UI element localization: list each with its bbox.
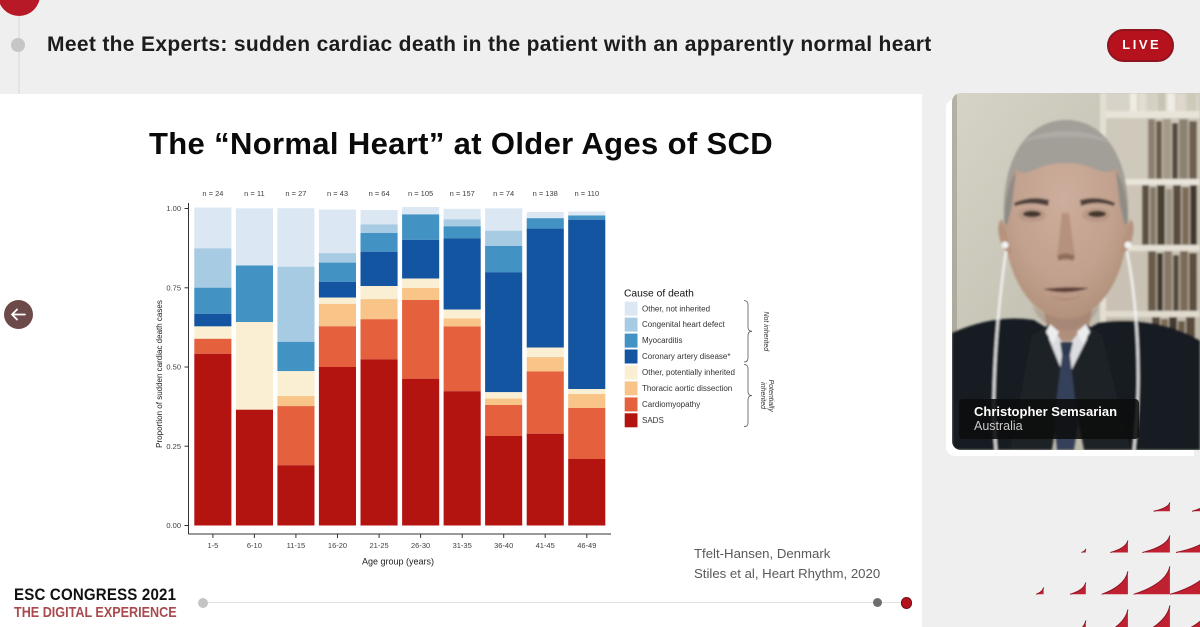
svg-text:n = 110: n = 110 [574, 189, 599, 198]
svg-text:0.00: 0.00 [166, 521, 181, 530]
svg-text:SADS: SADS [642, 416, 664, 425]
svg-text:n = 157: n = 157 [450, 189, 475, 198]
svg-text:0.50: 0.50 [166, 363, 181, 372]
svg-text:Congenital heart defect: Congenital heart defect [642, 320, 726, 329]
svg-text:Myocarditis: Myocarditis [642, 336, 682, 345]
svg-text:n = 43: n = 43 [327, 189, 348, 198]
svg-text:Not inherited: Not inherited [762, 311, 769, 352]
svg-text:0.75: 0.75 [166, 283, 181, 292]
svg-text:n = 27: n = 27 [285, 189, 306, 198]
svg-text:Other, not inherited: Other, not inherited [642, 304, 710, 313]
svg-text:31-35: 31-35 [453, 541, 472, 550]
svg-text:Potentially: Potentially [767, 379, 774, 412]
svg-text:Cardiomyopathy: Cardiomyopathy [642, 400, 700, 409]
svg-text:1-5: 1-5 [207, 541, 218, 550]
svg-text:0.25: 0.25 [166, 442, 181, 451]
svg-text:n = 74: n = 74 [493, 189, 514, 198]
svg-text:11-15: 11-15 [287, 541, 306, 550]
svg-text:36-40: 36-40 [494, 541, 513, 550]
svg-text:Other, potentially inherited: Other, potentially inherited [642, 368, 735, 377]
svg-text:n = 11: n = 11 [244, 189, 265, 198]
svg-text:26-30: 26-30 [411, 541, 430, 550]
svg-text:n = 138: n = 138 [533, 189, 558, 198]
svg-text:Age group (years): Age group (years) [362, 557, 434, 567]
svg-text:21-25: 21-25 [370, 541, 389, 550]
svg-text:46-49: 46-49 [577, 541, 596, 550]
svg-text:16-20: 16-20 [328, 541, 347, 550]
svg-text:Coronary artery disease*: Coronary artery disease* [642, 352, 730, 361]
svg-text:n = 24: n = 24 [202, 189, 223, 198]
svg-text:41-45: 41-45 [536, 541, 555, 550]
svg-text:Thoracic aortic dissection: Thoracic aortic dissection [642, 384, 732, 393]
svg-text:n = 105: n = 105 [408, 189, 433, 198]
svg-text:6-10: 6-10 [247, 541, 262, 550]
svg-text:Cause of death: Cause of death [624, 289, 694, 300]
svg-text:1.00: 1.00 [166, 204, 181, 213]
svg-text:Proportion of sudden cardiac d: Proportion of sudden cardiac death cases [155, 300, 164, 448]
svg-text:n = 64: n = 64 [369, 189, 390, 198]
svg-text:inherited: inherited [759, 382, 766, 410]
